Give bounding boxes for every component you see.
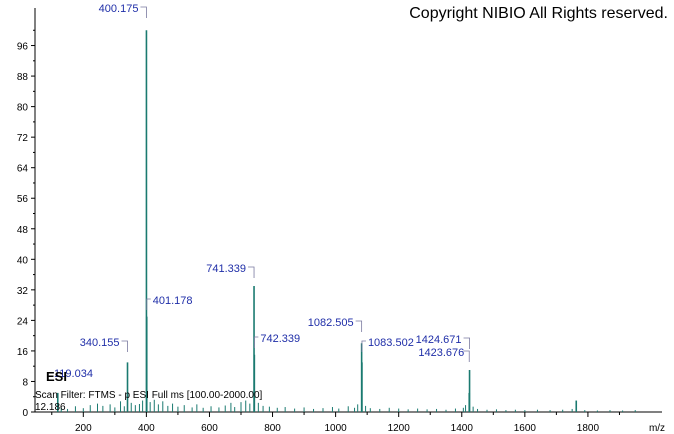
peak-leader	[253, 336, 259, 348]
peak-leader	[355, 320, 363, 332]
x-tick-label: 1400	[451, 423, 474, 434]
y-tick-label: 8	[22, 377, 28, 388]
y-tick-label: 80	[17, 103, 29, 114]
peak-label: 741.339	[206, 263, 246, 275]
peak-leader	[146, 298, 151, 310]
y-tick-label: 16	[17, 347, 29, 358]
peak-leader	[248, 266, 255, 278]
x-tick-label: 400	[138, 423, 155, 434]
peak-leader	[361, 340, 366, 352]
peak-label: 1082.505	[308, 317, 354, 329]
peak-label: 742.339	[260, 333, 300, 345]
peak-leader	[463, 350, 470, 362]
esi-label: ESI	[46, 369, 67, 384]
scan-filter-text: Scan Filter: FTMS - p ESI Full ms [100.0…	[35, 390, 263, 401]
peak-label: 401.178	[153, 295, 193, 307]
y-tick-label: 48	[17, 225, 29, 236]
peak-label: 340.155	[80, 337, 120, 349]
peak-label: 1424.671	[416, 334, 462, 346]
peak-label: 400.175	[99, 3, 139, 15]
x-tick-label: 600	[201, 423, 218, 434]
peak-leader	[463, 337, 470, 349]
x-axis-label: m/z	[649, 423, 665, 434]
peak-leader	[121, 340, 128, 352]
y-tick-label: 56	[17, 194, 29, 205]
y-tick-label: 0	[22, 408, 28, 419]
peak-label: 119.034	[54, 368, 93, 380]
x-tick-label: 1000	[324, 423, 347, 434]
y-tick-label: 40	[17, 255, 29, 266]
x-tick-label: 200	[75, 423, 92, 434]
peak-label: 1083.502	[368, 337, 414, 349]
retention-time: 12.186	[35, 402, 66, 413]
x-tick-label: 800	[264, 423, 281, 434]
peak-label: 1423.676	[418, 347, 464, 359]
peak-leader	[140, 6, 147, 18]
x-tick-label: 1200	[388, 423, 411, 434]
y-tick-label: 24	[17, 316, 29, 327]
y-tick-label: 72	[17, 133, 29, 144]
y-tick-label: 32	[17, 286, 29, 297]
y-tick-label: 88	[17, 72, 29, 83]
x-tick-label: 1600	[514, 423, 537, 434]
y-tick-label: 96	[17, 42, 29, 53]
x-tick-label: 1800	[577, 423, 600, 434]
copyright-notice: Copyright NIBIO All Rights reserved.	[409, 5, 668, 22]
y-tick-label: 64	[17, 164, 29, 175]
